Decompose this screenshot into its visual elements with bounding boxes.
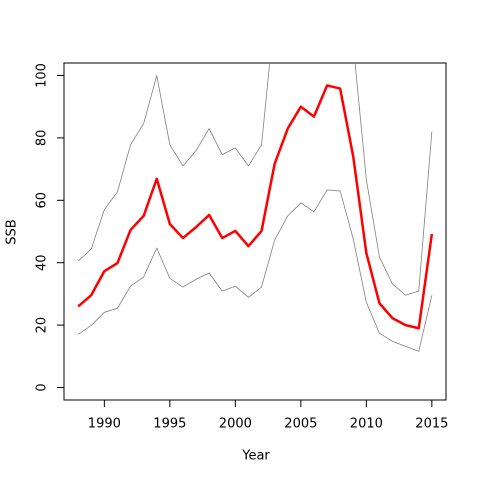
y-tick-label: 20 — [35, 317, 50, 334]
plot-area — [77, 63, 434, 352]
y-tick-label: 0 — [35, 383, 50, 391]
x-axis-title: Year — [241, 449, 270, 464]
series-line — [77, 63, 433, 296]
x-tick-label: 1995 — [153, 417, 186, 432]
series-line — [77, 189, 433, 352]
y-tick-label: 60 — [35, 192, 50, 209]
y-tick-label: 80 — [35, 130, 50, 147]
x-tick-label: 2000 — [219, 417, 252, 432]
y-tick-label: 100 — [35, 63, 50, 88]
x-tick-label: 2005 — [284, 417, 317, 432]
x-tick-label: 2010 — [350, 417, 383, 432]
plot-box — [63, 62, 447, 401]
x-tick-label: 2015 — [415, 417, 448, 432]
y-tick-label: 40 — [35, 254, 50, 271]
series-line — [77, 84, 434, 330]
y-axis-title: SSB — [5, 219, 20, 244]
x-tick-label: 1990 — [88, 417, 121, 432]
